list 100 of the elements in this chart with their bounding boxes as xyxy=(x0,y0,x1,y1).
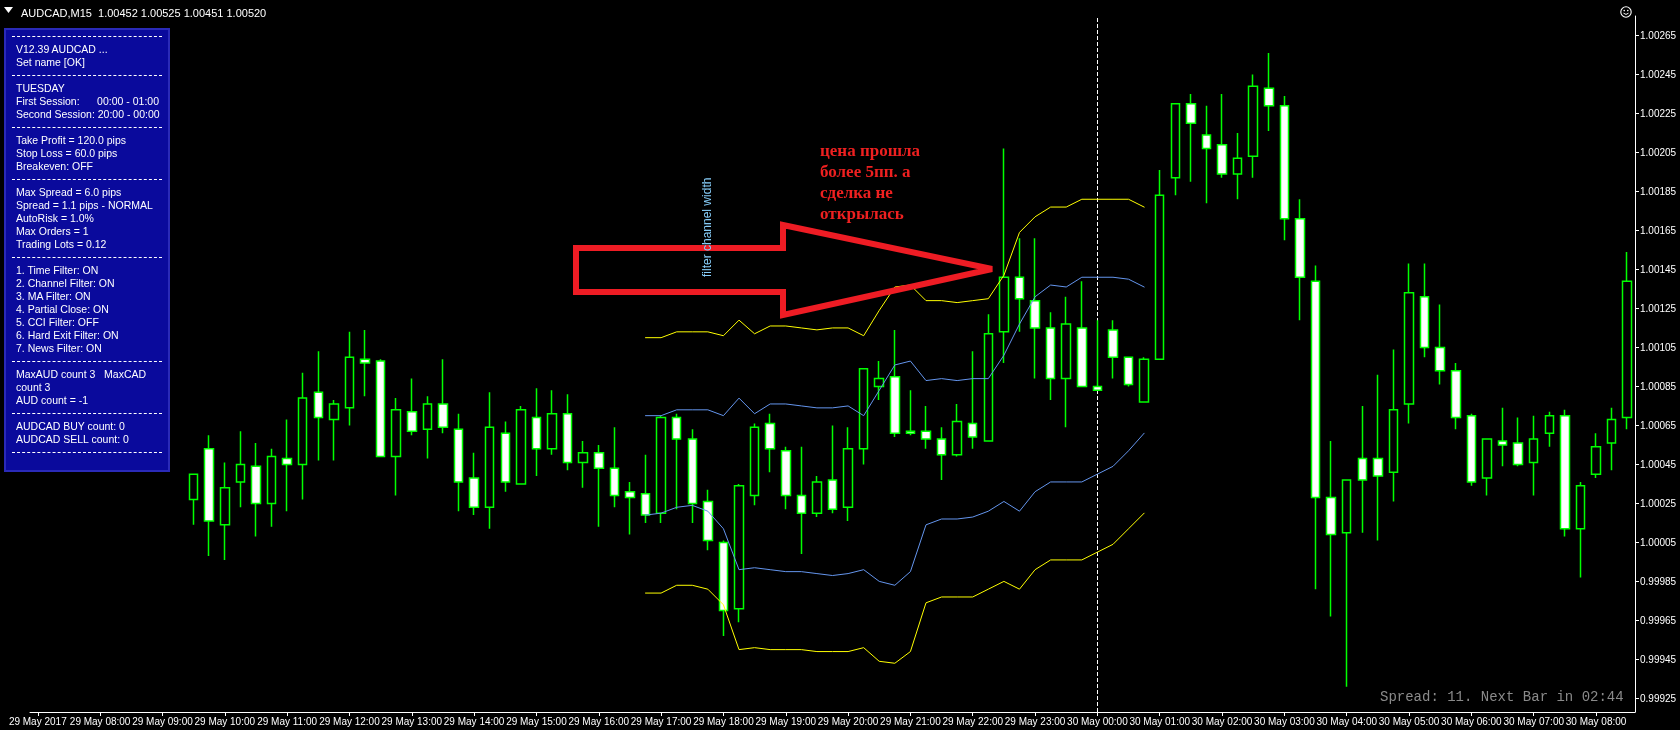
y-tick-label: 1.00185 xyxy=(1640,185,1677,197)
y-tick-label: 0.99985 xyxy=(1640,575,1677,587)
annotation: V12.39 AUDCAD ... Set name [OK] xyxy=(12,36,162,75)
candlestick xyxy=(671,412,682,510)
x-tick-label: 30 May 07:00 xyxy=(1503,715,1565,727)
candlestick xyxy=(577,440,589,489)
candlestick xyxy=(983,313,994,442)
candlestick xyxy=(687,428,698,524)
candlestick xyxy=(1216,93,1228,179)
candlestick xyxy=(437,358,449,434)
x-tick-label: 30 May 06:00 xyxy=(1441,715,1503,727)
candlestick xyxy=(1263,52,1275,132)
candlestick xyxy=(1185,93,1197,183)
y-tick-label: 1.00045 xyxy=(1640,458,1677,470)
candlestick xyxy=(1481,438,1493,497)
y-tick-label: 1.00205 xyxy=(1640,146,1677,158)
candlestick xyxy=(531,387,542,477)
candlestick xyxy=(1450,362,1462,431)
x-tick-label: 29 May 17:00 xyxy=(630,715,692,727)
y-tick-label: 1.00245 xyxy=(1640,68,1677,80)
candlestick xyxy=(780,446,792,510)
candlestick xyxy=(562,393,573,471)
candlestick xyxy=(764,412,776,473)
annotation: 1. Time Filter: ON 2. Channel Filter: ON 3. MA Filter: ON 4. Partial Close: ON 5. CCI Filter: OFF 6. Hard Exit Filter: ON 7. News Filter: ON xyxy=(12,257,162,361)
candlestick xyxy=(390,397,402,497)
candlestick xyxy=(453,412,464,512)
candlestick xyxy=(1060,295,1072,429)
candlestick xyxy=(1138,356,1150,403)
candlestick xyxy=(873,360,885,401)
chart-title: AUDCAD,M15 1.00452 1.00525 1.00451 1.00520 xyxy=(21,6,267,19)
candlestick xyxy=(1076,280,1088,388)
candlestick xyxy=(188,473,199,526)
candlestick xyxy=(203,434,215,557)
y-tick-label: 1.00005 xyxy=(1640,536,1677,548)
y-tick-label: 1.00025 xyxy=(1640,497,1677,509)
candlestick xyxy=(733,483,745,624)
x-tick-label: 29 May 18:00 xyxy=(693,715,755,727)
x-tick-label: 29 May 08:00 xyxy=(69,715,131,727)
x-tick-label: 30 May 01:00 xyxy=(1129,715,1191,727)
candlestick xyxy=(422,395,433,460)
candlestick xyxy=(328,399,340,462)
y-tick-label: 1.00165 xyxy=(1640,224,1677,236)
x-tick-label: 30 May 02:00 xyxy=(1191,715,1253,727)
annotation: Spread: 11. Next Bar in 02:44 xyxy=(1380,689,1624,705)
candlestick xyxy=(1575,481,1586,579)
candlestick xyxy=(1045,311,1056,401)
candlestick xyxy=(1341,479,1352,688)
annotation: цена прошла более 5пп. а сделка не открылась xyxy=(820,140,921,224)
candlestick xyxy=(1279,95,1290,241)
candlestick xyxy=(827,424,838,514)
candlestick xyxy=(967,350,978,450)
candlestick xyxy=(1201,104,1212,204)
candlestick xyxy=(889,329,901,438)
y-tick-label: 0.99965 xyxy=(1640,614,1677,626)
candlestick xyxy=(842,426,854,522)
candlestick xyxy=(718,539,729,637)
y-tick-label: 1.00085 xyxy=(1640,380,1677,392)
candlestick xyxy=(1497,407,1508,468)
candlestick xyxy=(1419,262,1430,358)
candlestick xyxy=(1310,264,1321,590)
y-tick-label: 1.00105 xyxy=(1640,341,1677,353)
candlestick xyxy=(1154,169,1165,360)
candlestick xyxy=(313,350,324,462)
y-tick-label: 1.00265 xyxy=(1640,30,1677,41)
y-tick-label: 0.99945 xyxy=(1640,653,1677,665)
candlestick xyxy=(1170,102,1181,197)
candlestick xyxy=(344,331,355,427)
candlestick xyxy=(484,391,495,530)
candlestick xyxy=(1590,432,1602,479)
candlestick xyxy=(250,442,262,538)
x-tick-label: 29 May 20:00 xyxy=(817,715,879,727)
y-tick-label: 1.00065 xyxy=(1640,419,1677,431)
candlestick xyxy=(219,461,231,561)
x-tick-label: 29 May 10:00 xyxy=(194,715,256,727)
candlestick xyxy=(297,372,308,501)
candlestick xyxy=(1544,411,1555,448)
candlestick xyxy=(1247,73,1259,179)
candlestick xyxy=(936,426,947,481)
candlestick xyxy=(546,389,558,456)
candlestick xyxy=(920,405,932,450)
candlestick xyxy=(1107,319,1119,380)
candlestick xyxy=(749,422,760,507)
annotation: AUDCAD BUY count: 0 AUDCAD SELL count: 0 xyxy=(12,413,162,452)
candlestick xyxy=(281,418,293,512)
line-series xyxy=(645,276,1145,417)
candlestick xyxy=(1559,409,1571,538)
x-tick-label: 29 May 2017 xyxy=(8,715,68,727)
candlestick xyxy=(796,446,807,555)
candlestick xyxy=(593,444,605,528)
candlestick xyxy=(1403,262,1415,425)
y-tick-label: 1.00225 xyxy=(1640,107,1677,119)
candlestick xyxy=(468,451,480,516)
y-tick-label: 1.00125 xyxy=(1640,302,1677,314)
candlestick xyxy=(905,389,916,436)
candlestick xyxy=(515,405,527,485)
line-series xyxy=(645,432,1145,586)
x-tick-label: 29 May 09:00 xyxy=(132,715,194,727)
x-tick-label: 29 May 11:00 xyxy=(257,715,318,727)
x-tick-label: 29 May 21:00 xyxy=(880,715,942,727)
candlestick xyxy=(1372,373,1384,542)
